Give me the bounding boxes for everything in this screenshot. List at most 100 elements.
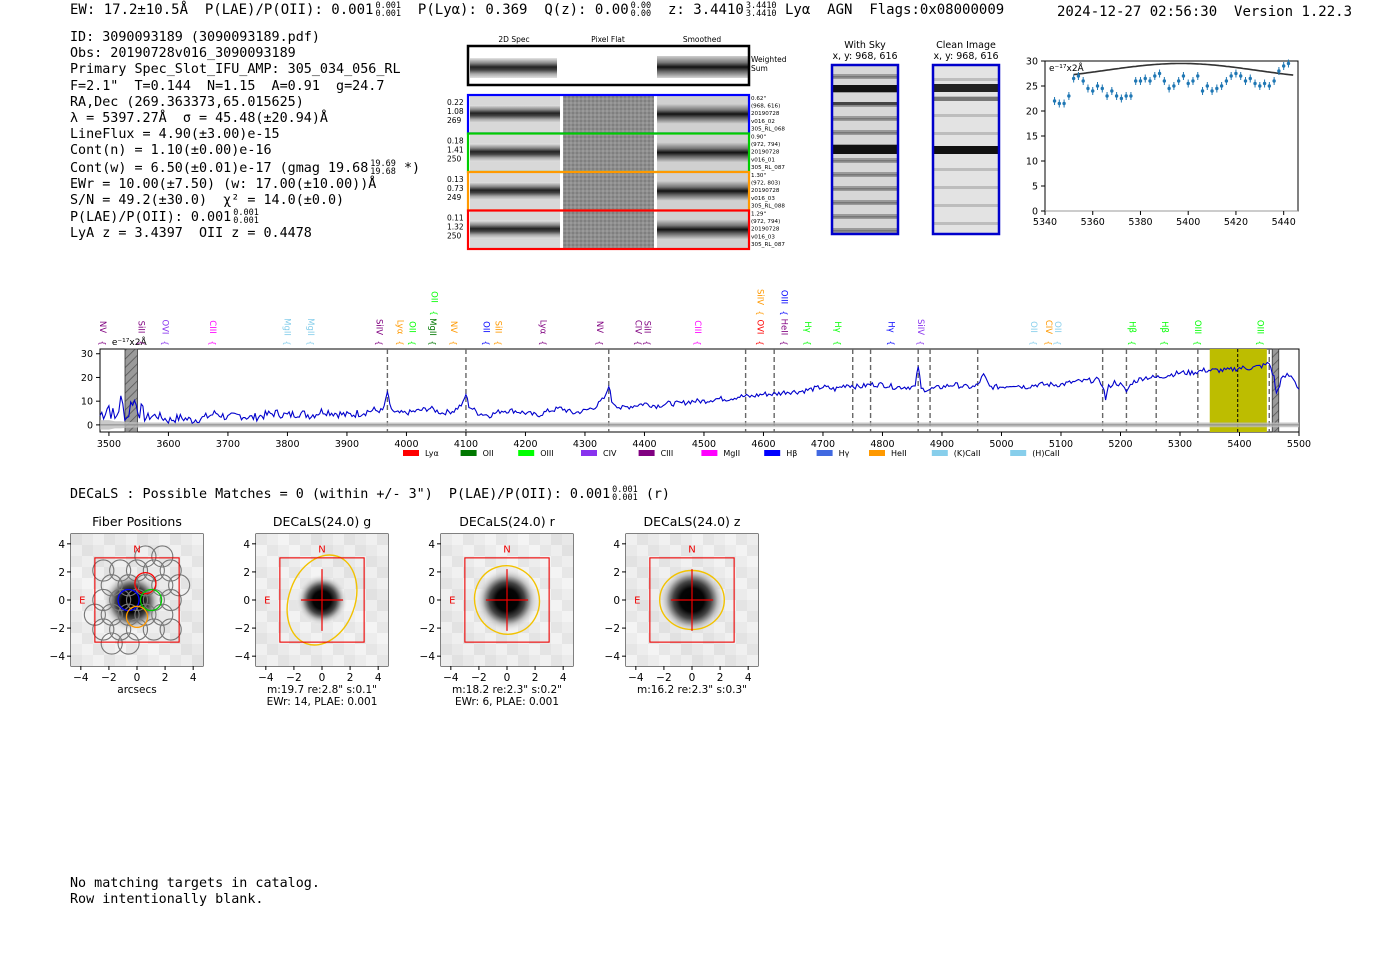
panel-pixel [311,556,322,567]
line-id-bracket: { [693,340,702,345]
panel-pixel [463,622,474,633]
line-id-label: Lyα [537,320,547,335]
panel-pixel [637,644,648,655]
fiber-circle [125,618,149,641]
panel-pixel [551,600,562,611]
panel-pixel [496,655,507,666]
fiber-circle [151,545,174,568]
panel-pixel [355,589,366,600]
panel-pixel [71,578,82,589]
line-id-label: NV [448,321,458,333]
panel-pixel [71,633,82,644]
row-right-value: 305_RL_087 [751,165,785,171]
east-label: E [634,596,640,607]
panel-pixel [333,567,344,578]
panel-pixel [355,545,366,556]
panel-pixel [289,644,300,655]
header-plya: P(Lyα): 0.369 [417,2,528,18]
panel-pixel [562,655,573,666]
panel-pixel [322,567,333,578]
panel-pixel [333,556,344,567]
spectrum-ytick-label: 20 [81,373,93,384]
legend-swatch [581,450,597,456]
panel-pixel [747,655,758,666]
panel-pixel [441,578,452,589]
panel-xtick-label: 2 [162,672,169,684]
panel-pixel [441,611,452,622]
panel-pixel [562,600,573,611]
version: Version 1.22.3 [1234,4,1353,20]
panel-pixel [529,611,540,622]
panel-pixel [300,633,311,644]
panel-pixel [181,556,192,567]
line-id-bracket: { [833,340,842,345]
panel-pixel [159,611,170,622]
legend-label: OIII [540,449,553,458]
row-right-value: (972, 794) [751,142,780,148]
spectrum-xtick-label: 4100 [454,439,478,450]
line-id-label: OVI [754,320,764,335]
line-id-bracket: { [755,310,764,315]
clean-image-xy: x, y: 968, 616 [933,51,998,62]
panel-pixel [452,611,463,622]
panel-pixel [540,633,551,644]
panel-pixel [344,633,355,644]
fiber-circle [151,603,174,626]
panel-pixel [344,567,355,578]
panel-pixel [518,534,529,545]
panel-pixel [377,545,388,556]
panel-pixel [692,556,703,567]
panel-ytick-label: 4 [243,539,250,551]
panel-pixel [322,633,333,644]
row-right-value: v016_03 [751,234,775,240]
panel-pixel [736,534,747,545]
row-left-value: 1.08 [447,107,464,116]
zoom-model-curve [1073,62,1294,76]
panel-pixel [181,589,192,600]
panel-pixel [71,644,82,655]
fiber-circle [134,603,157,626]
panel-pixel [736,611,747,622]
line-id-label: Hβ [1159,321,1169,333]
panel-pixel [148,534,159,545]
panel-pixel [562,556,573,567]
panel-pixel [344,600,355,611]
panel-pixel [71,567,82,578]
panel-pixel [747,611,758,622]
line-id-bracket: { [779,310,788,315]
info-primary: Primary Spec_Slot_IFU_AMP: 305_034_056_R… [70,62,401,78]
panel-ytick-label: 0 [58,595,65,607]
zoom-ytick-label: 30 [1026,57,1038,68]
panel-pixel [747,644,758,655]
panel-pixel [181,633,192,644]
row-pixel-flat [563,96,654,133]
line-id-label: NV [594,321,604,333]
panel-pixel [93,567,104,578]
north-label: N [688,544,695,555]
panel-pixel [725,578,736,589]
panel-ytick-label: 2 [428,567,435,579]
panel-pixel [300,545,311,556]
line-id-label: HeII [778,319,788,336]
panel-pixel [485,534,496,545]
panel-pixel [648,578,659,589]
panel-pixel [626,644,637,655]
panel-pixel [670,655,681,666]
zoom-point [1153,74,1157,78]
panel-pixel [626,545,637,556]
line-id-label: NV [97,321,107,333]
zoom-point [1243,79,1248,83]
panel-pixel [463,534,474,545]
panel-pixel [507,534,518,545]
panel-pixel [562,633,573,644]
panel-pixel [747,534,758,545]
panel-pixel [441,644,452,655]
info-radec: RA,Dec (269.363373,65.015625) [70,94,304,110]
panel-pixel [463,600,474,611]
fiber-circle [151,574,174,597]
line-id-bracket: { [482,340,491,345]
panel-xtick-label: 2 [532,672,539,684]
panel-pixel [681,534,692,545]
row-right-value: (968, 616) [751,104,780,110]
